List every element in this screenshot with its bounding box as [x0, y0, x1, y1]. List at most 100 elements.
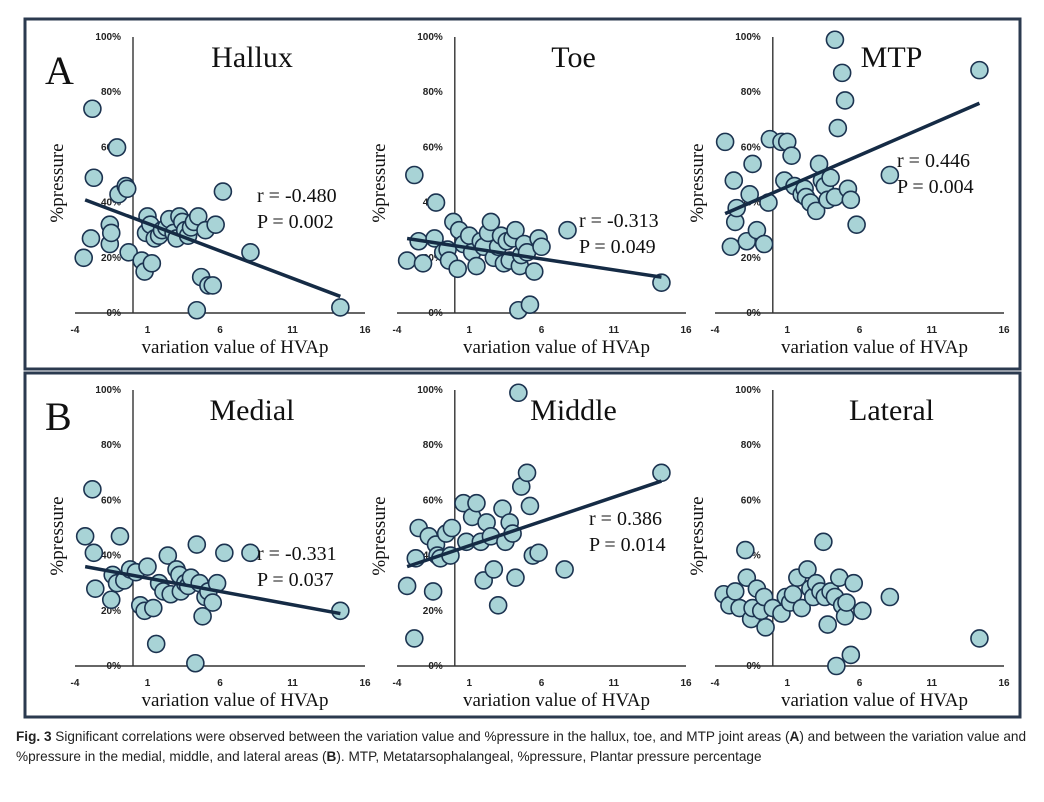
figure-canvas: A B 0%20%40%60%80%100%-4161116%pressurev…	[23, 17, 1022, 719]
medial-data-point	[158, 546, 178, 565]
medial-data-point	[86, 579, 105, 599]
medial-x-axis-label: variation value of HVAp	[142, 690, 329, 711]
toe-data-point	[558, 220, 577, 240]
medial-x-tick-label: 11	[287, 678, 298, 689]
medial-data-point	[193, 607, 212, 626]
middle-p-value: P = 0.014	[589, 534, 666, 556]
middle-data-point	[484, 560, 504, 579]
hallux-data-point	[142, 254, 162, 273]
lateral-y-tick-label: 80%	[741, 440, 761, 451]
hallux-data-point	[241, 242, 260, 262]
lateral-data-point	[736, 540, 755, 560]
toe-title: Toe	[551, 41, 596, 74]
medial-data-point	[110, 526, 130, 546]
mtp-data-point	[724, 171, 744, 190]
mtp-trend-line	[724, 101, 981, 216]
middle-data-point	[488, 595, 508, 615]
toe-data-point	[524, 262, 544, 281]
middle-data-point	[506, 568, 525, 587]
medial-y-tick-label: 0%	[107, 661, 122, 672]
middle-y-tick-label: 0%	[428, 661, 443, 672]
lateral-x-tick-label: 16	[998, 678, 1010, 689]
toe-p-value: P = 0.049	[579, 236, 656, 258]
hallux-x-tick-label: 11	[287, 325, 298, 336]
lateral-data-point	[818, 615, 838, 634]
toe-y-tick-label: 80%	[423, 87, 443, 98]
mtp-y-axis-label: %pressure	[687, 143, 708, 222]
middle-y-tick-label: 20%	[423, 606, 443, 617]
chart-medial: 0%20%40%60%80%100%-4 1 6 11 16%pressurevaria…	[47, 385, 371, 711]
mtp-data-point	[743, 154, 762, 174]
middle-x-tick-label: 6	[539, 678, 545, 689]
medial-x-tick-label: 6	[217, 678, 223, 689]
charts-layer: 0%20%40%60%80%100%-4161116%pressurevaria…	[47, 30, 1010, 711]
medial-data-point	[83, 480, 102, 499]
toe-x-tick-label: 6	[539, 325, 545, 336]
medial-x-tick-label: 16	[359, 678, 371, 689]
caption-fig-label: Fig. 3	[16, 729, 52, 744]
lateral-x-tick-label: 6	[857, 678, 863, 689]
toe-y-tick-label: 60%	[423, 142, 443, 153]
lateral-data-point	[725, 582, 745, 601]
toe-y-tick-label: 20%	[423, 253, 443, 264]
mtp-x-tick-label: 6	[857, 325, 863, 336]
middle-trend-line	[406, 479, 662, 569]
middle-x-axis-label: variation value of HVAp	[463, 690, 650, 711]
middle-x-tick-label: -4	[393, 678, 402, 689]
middle-r-value: r = 0.386	[589, 508, 662, 530]
toe-data-point	[532, 237, 551, 257]
medial-data-point	[144, 598, 163, 618]
hallux-p-value: P = 0.002	[257, 211, 334, 233]
toe-x-tick-label: 1	[466, 325, 472, 336]
middle-data-point	[529, 543, 548, 563]
hallux-x-tick-label: 16	[359, 325, 371, 336]
panel-letter-b: B	[45, 394, 72, 439]
toe-x-tick-label: 11	[608, 325, 619, 336]
hallux-x-tick-label: 6	[217, 325, 223, 336]
hallux-trend-line	[84, 198, 341, 299]
hallux-x-axis-label: variation value of HVAp	[142, 337, 329, 358]
middle-title: Middle	[530, 394, 617, 427]
mtp-data-point	[847, 215, 866, 234]
toe-data-point	[467, 256, 486, 276]
lateral-data-point	[880, 587, 900, 607]
hallux-data-point	[74, 248, 93, 268]
middle-data-point	[509, 383, 528, 403]
mtp-x-tick-label: -4	[711, 325, 720, 336]
mtp-data-point	[806, 201, 826, 221]
middle-x-tick-label: 11	[608, 678, 619, 689]
hallux-x-tick-label: 1	[145, 325, 151, 336]
hallux-data-point	[84, 168, 104, 188]
chart-hallux: 0%20%40%60%80%100%-4161116%pressurevaria…	[47, 32, 371, 358]
chart-middle: 0%20%40%60%80%100%-4161116%pressurevaria…	[369, 383, 692, 711]
figure-caption: Fig. 3 Significant correlations were obs…	[16, 727, 1031, 767]
toe-x-tick-label: -4	[393, 325, 402, 336]
toe-data-point	[506, 220, 525, 240]
hallux-data-point	[101, 223, 121, 243]
medial-y-tick-label: 40%	[101, 551, 121, 562]
lateral-x-tick-label: -4	[711, 678, 720, 689]
lateral-data-point	[827, 656, 846, 676]
mtp-y-tick-label: 20%	[741, 253, 761, 264]
middle-data-point	[652, 463, 671, 483]
mtp-x-axis-label: variation value of HVAp	[781, 337, 968, 358]
hallux-y-tick-label: 80%	[101, 87, 121, 98]
hallux-data-point	[203, 276, 223, 295]
mtp-data-point	[825, 30, 845, 50]
mtp-y-tick-label: 0%	[746, 308, 761, 319]
toe-data-point	[397, 251, 417, 270]
medial-data-point	[241, 543, 260, 563]
medial-data-point	[186, 653, 205, 673]
medial-data-point	[215, 543, 234, 563]
medial-data-point	[84, 543, 104, 563]
toe-data-point	[413, 254, 433, 273]
lateral-data-point	[841, 645, 861, 665]
mtp-data-point	[970, 60, 989, 80]
lateral-x-axis-label: variation value of HVAp	[781, 690, 968, 711]
medial-data-point	[146, 634, 166, 654]
mtp-data-point	[841, 190, 861, 210]
hallux-x-tick-label: -4	[71, 325, 80, 336]
toe-x-tick-label: 16	[680, 325, 692, 336]
hallux-y-tick-label: 20%	[101, 253, 121, 264]
medial-data-point	[187, 535, 207, 554]
